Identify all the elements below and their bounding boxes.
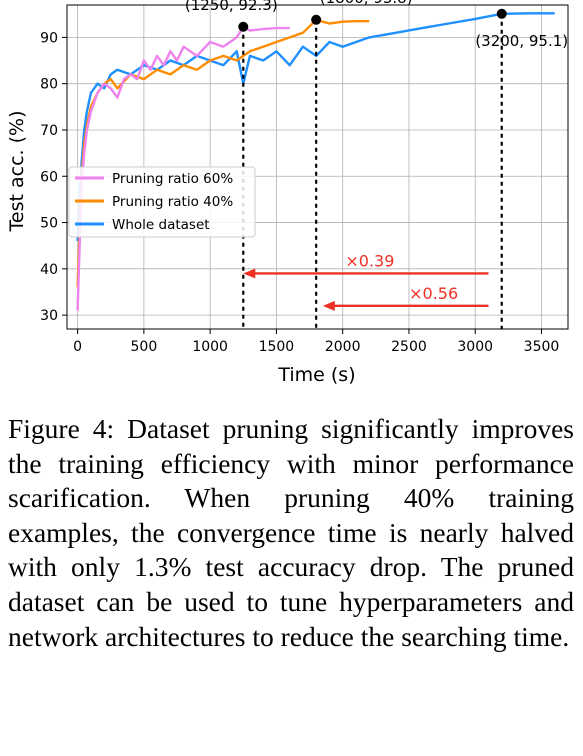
arrow-label: ×0.39 xyxy=(345,251,394,270)
x-axis-label: Time (s) xyxy=(277,364,355,386)
y-tick-label: 40 xyxy=(40,262,58,278)
x-tick-label: 3500 xyxy=(524,339,560,355)
x-tick-label: 2500 xyxy=(391,339,427,355)
x-tick-label: 500 xyxy=(131,339,158,355)
legend-label-whole: Whole dataset xyxy=(112,217,210,233)
point-label: (1800, 93.8) xyxy=(320,0,413,7)
y-tick-label: 30 xyxy=(40,308,58,324)
y-tick-label: 70 xyxy=(40,123,58,139)
x-tick-label: 0 xyxy=(73,339,82,355)
point-label: (3200, 95.1) xyxy=(475,32,568,50)
legend: Pruning ratio 60% Pruning ratio 40% Whol… xyxy=(68,166,256,238)
chart: ×0.39 ×0.56 (1250, 92.3) (1800, 93.8) (3200… xyxy=(6,0,569,386)
vertical-guides xyxy=(242,13,503,329)
figure-caption: Figure 4: Dataset pruning significantly … xyxy=(8,413,574,652)
y-tick-label: 60 xyxy=(40,169,58,185)
point-label: (1250, 92.3) xyxy=(185,0,278,14)
arrow-head xyxy=(243,268,256,279)
highlight-point xyxy=(311,14,322,25)
highlight-point xyxy=(238,21,249,32)
legend-label-pruning-60: Pruning ratio 60% xyxy=(112,171,233,187)
y-tick-label: 90 xyxy=(40,30,58,46)
x-tick-label: 1500 xyxy=(259,339,295,355)
highlight-point xyxy=(496,8,507,19)
plot-frame xyxy=(66,4,569,330)
arrow-label: ×0.56 xyxy=(409,284,458,303)
x-tick-label: 3000 xyxy=(457,339,493,355)
highlight-points: (1250, 92.3) (1800, 93.8) (3200, 95.1) xyxy=(185,0,568,50)
y-tick-label: 80 xyxy=(40,77,58,93)
arrow-head xyxy=(322,300,335,311)
grid-lines xyxy=(67,5,568,329)
series-lines xyxy=(76,12,555,311)
series-line-pruning-ratio-60 xyxy=(76,25,290,311)
x-tick-label: 1000 xyxy=(192,339,228,355)
legend-box xyxy=(68,166,256,238)
y-axis-label: Test acc. (%) xyxy=(6,111,28,233)
speedup-arrows: ×0.39 ×0.56 xyxy=(243,251,489,311)
y-tick-label: 50 xyxy=(40,216,58,232)
legend-label-pruning-40: Pruning ratio 40% xyxy=(112,194,233,210)
axis-ticks: 0 500 1000 1500 2000 2500 3000 3500 30 40 50 60 70 80… xyxy=(40,30,559,355)
x-tick-label: 2000 xyxy=(325,339,361,355)
